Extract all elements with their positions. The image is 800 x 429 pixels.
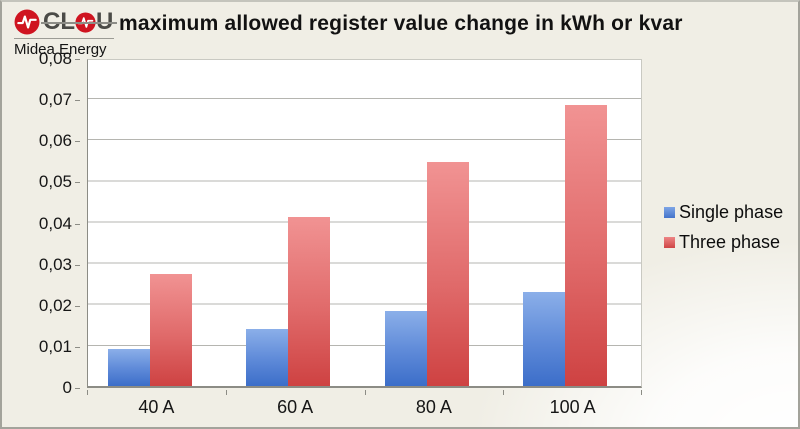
brand-wordmark: CL U xyxy=(41,8,118,35)
chart-title: maximum allowed register value change in… xyxy=(119,12,683,35)
clou-pulse-icon xyxy=(14,9,40,35)
y-tick-label: 0,08 xyxy=(2,49,80,69)
legend-item-single-phase: Single phase xyxy=(664,202,783,223)
bar-three-phase-80a xyxy=(426,161,469,386)
x-axis-labels: 40 A 60 A 80 A 100 A xyxy=(87,390,642,422)
x-category-label: 40 A xyxy=(87,390,226,422)
x-category-label: 100 A xyxy=(503,390,642,422)
y-tick-label: 0,05 xyxy=(2,172,80,192)
bar-three-phase-40a xyxy=(150,273,193,386)
y-tick-label: 0,07 xyxy=(2,90,80,110)
bar-single-phase-40a xyxy=(108,349,151,386)
plot-area xyxy=(87,59,642,388)
bar-three-phase-100a xyxy=(564,104,607,386)
y-tick-label: 0,06 xyxy=(2,131,80,151)
brand-divider xyxy=(14,38,114,39)
brand-logo: CL U xyxy=(14,8,118,35)
x-category-label: 80 A xyxy=(364,390,504,422)
legend: Single phase Three phase xyxy=(664,202,783,262)
legend-item-three-phase: Three phase xyxy=(664,232,783,253)
bar-three-phase-60a xyxy=(288,216,331,386)
legend-label-three-phase: Three phase xyxy=(679,232,781,252)
y-tick-label: 0,03 xyxy=(2,255,80,275)
bar-group-100a xyxy=(503,60,641,386)
y-axis-labels: 0,08 0,07 0,06 0,05 0,04 0,03 0,02 0,01 … xyxy=(2,49,80,398)
bar-single-phase-100a xyxy=(522,292,565,386)
bar-single-phase-80a xyxy=(384,310,427,386)
legend-label-single-phase: Single phase xyxy=(679,202,784,222)
brand-strike-line xyxy=(41,22,118,24)
y-tick-label: 0 xyxy=(2,378,80,398)
bar-group-40a xyxy=(88,60,226,386)
bar-group-80a xyxy=(365,60,503,386)
legend-swatch-three-phase-icon xyxy=(664,237,675,248)
bar-single-phase-60a xyxy=(246,328,289,386)
y-tick-label: 0,02 xyxy=(2,296,80,316)
x-category-label: 60 A xyxy=(225,390,365,422)
bar-group-60a xyxy=(226,60,364,386)
y-tick-label: 0,04 xyxy=(2,214,80,234)
brand-letters-right: U xyxy=(96,10,113,34)
brand-letters-left: CL xyxy=(43,8,75,35)
legend-swatch-single-phase-icon xyxy=(664,207,675,218)
y-tick-label: 0,01 xyxy=(2,337,80,357)
